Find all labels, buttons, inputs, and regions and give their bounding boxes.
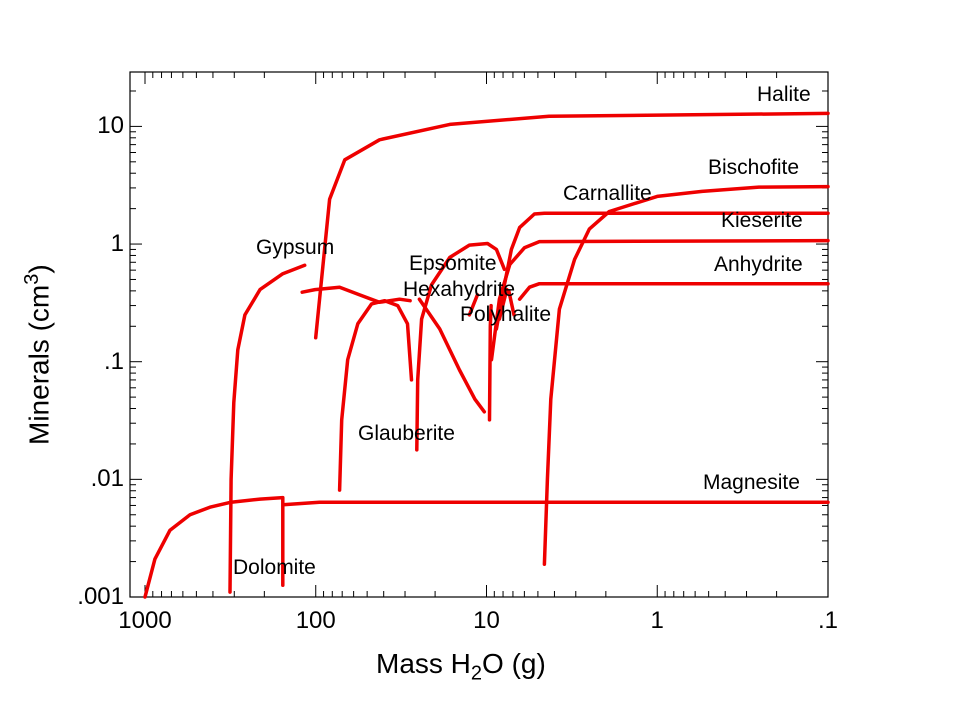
x-axis-title-sub: 2 xyxy=(470,662,483,685)
series-line-polyhalite xyxy=(497,287,509,321)
label-polyhalite: Polyhalite xyxy=(460,303,552,326)
y-axis-title-text2: ) xyxy=(23,264,55,274)
label-anhydrite: Anhydrite xyxy=(714,253,803,276)
series-line-anhydrite xyxy=(300,285,412,305)
series-line-halite xyxy=(313,111,830,340)
series-line-bischofite xyxy=(542,184,830,566)
series-line-epsomite xyxy=(415,241,507,452)
x-axis-title-text2: O (g) xyxy=(482,648,546,679)
y-tick-label: 1 xyxy=(110,230,124,258)
label-magnesite: Magnesite xyxy=(703,471,800,494)
x-tick-label: .1 xyxy=(817,607,839,634)
series-line-glauberite xyxy=(337,298,414,492)
label-gypsum: Gypsum xyxy=(256,236,335,259)
series-line-polyhalite xyxy=(507,289,516,317)
series-line-dolomite xyxy=(143,495,285,599)
y-axis-title-text: Minerals (cm xyxy=(23,284,55,445)
y-axis-title-sup: 3 xyxy=(21,273,43,285)
series-line-anhydrite xyxy=(517,281,830,301)
label-halite: Halite xyxy=(757,83,811,106)
label-dolomite: Dolomite xyxy=(233,556,316,579)
series-line-hexahydrite xyxy=(417,297,487,414)
x-tick-label: 1000 xyxy=(118,607,172,634)
y-axis-title: Minerals (cm3) xyxy=(21,264,55,445)
label-glauberite: Glauberite xyxy=(358,422,455,445)
label-epsomite: Epsomite xyxy=(409,252,497,275)
x-tick-label: 1 xyxy=(650,607,664,634)
label-hexahydrite: Hexahydrite xyxy=(403,278,516,301)
y-tick-label: 10 xyxy=(97,112,124,140)
series-line-hexahydrite xyxy=(487,303,493,422)
y-tick-label: .01 xyxy=(90,465,124,493)
y-tick-label: .001 xyxy=(77,583,124,610)
label-carnallite: Carnallite xyxy=(563,182,652,205)
x-tick-label: 100 xyxy=(295,607,336,634)
x-axis-title: Mass H2O (g) xyxy=(376,650,546,684)
y-tick-label: .1 xyxy=(103,347,124,375)
series-line-kieserite xyxy=(489,238,830,362)
label-bischofite: Bischofite xyxy=(708,156,800,179)
x-tick-label: 10 xyxy=(473,607,500,634)
plot-frame xyxy=(129,71,829,598)
series-line-gypsum xyxy=(228,263,307,594)
x-axis-title-text: Mass H xyxy=(376,648,471,679)
label-kieserite: Kieserite xyxy=(721,209,803,232)
series-line-polyhalite xyxy=(467,293,480,317)
series-line-magnesite xyxy=(282,500,830,507)
